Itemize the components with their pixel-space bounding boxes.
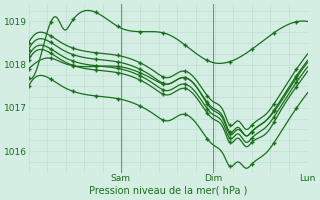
X-axis label: Pression niveau de la mer( hPa ): Pression niveau de la mer( hPa ) <box>89 186 247 196</box>
